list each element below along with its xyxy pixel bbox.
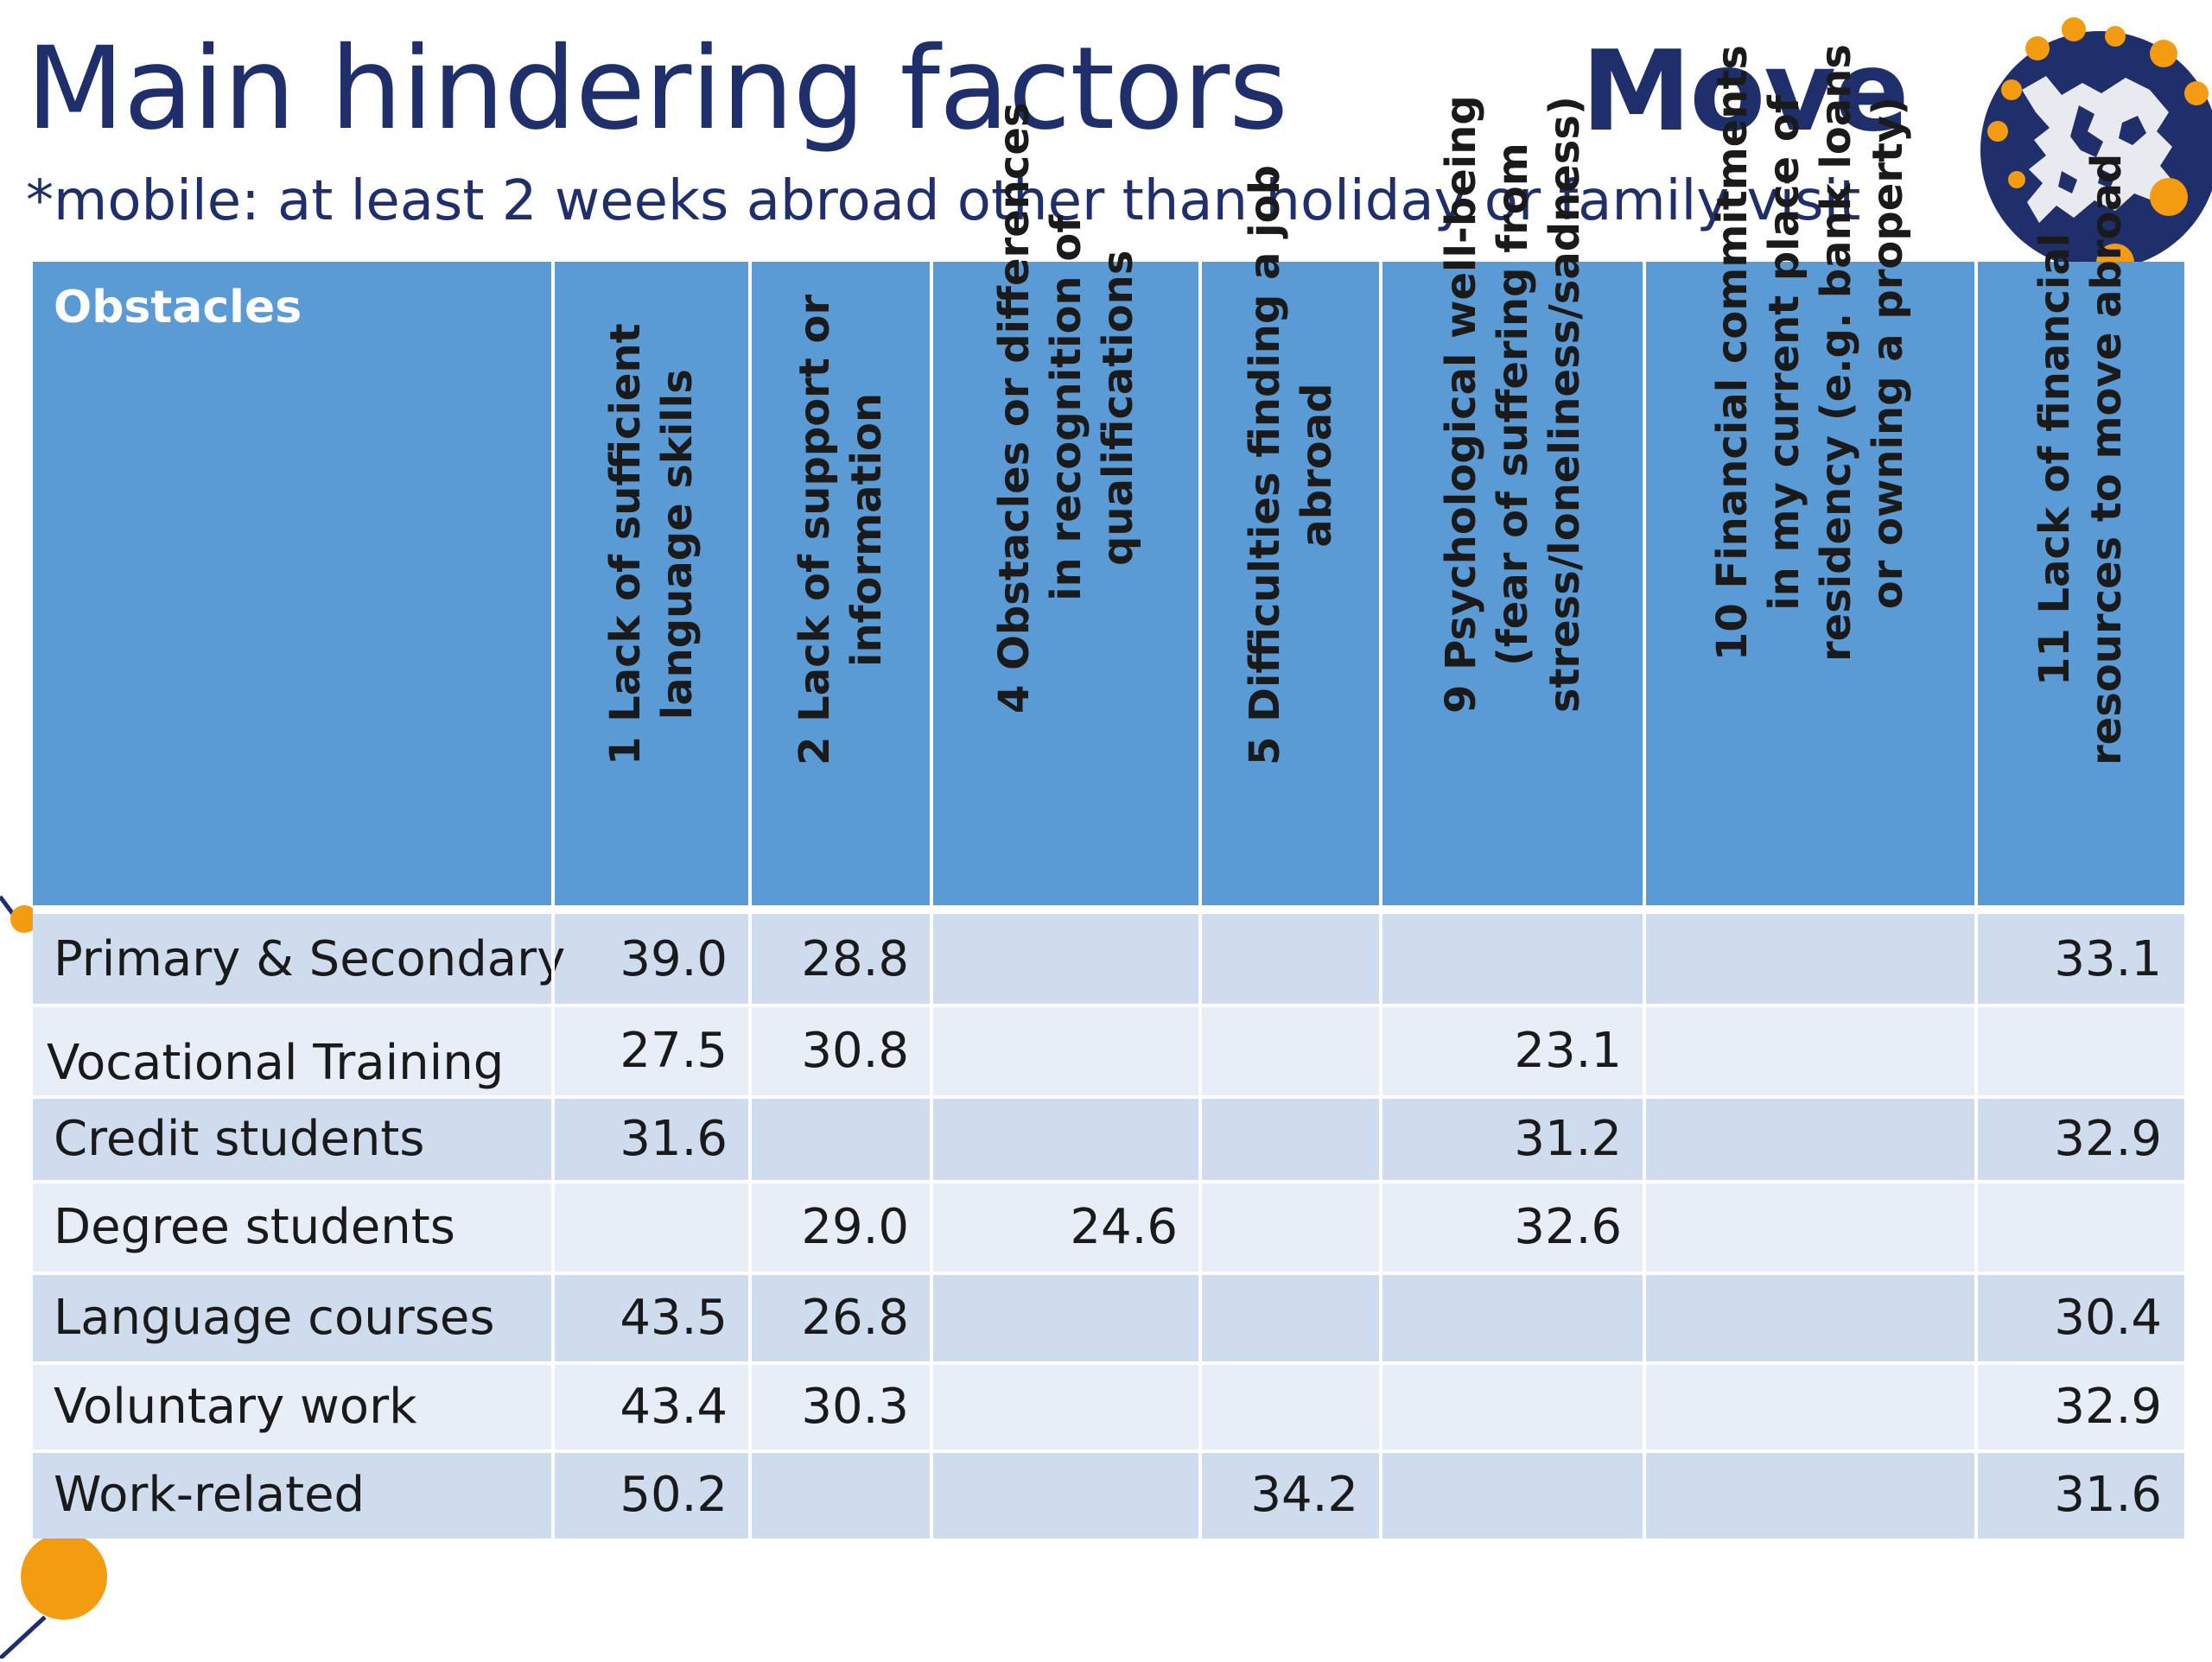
table-cell [1644, 1363, 1976, 1451]
table-cell [1200, 1182, 1381, 1273]
row-divider [33, 1361, 2184, 1365]
table-cell [1381, 914, 1644, 1005]
table-cell [1381, 1273, 1644, 1363]
table-cell [1200, 1005, 1381, 1097]
column-header-label: 9 Psychological well-being (fear of suff… [1436, 95, 1589, 714]
row-label: Voluntary work [54, 1379, 417, 1435]
table-cell: 32.9 [2054, 1379, 2162, 1435]
row-label: Language courses [54, 1290, 495, 1346]
row-label: Primary & Secondary [54, 931, 566, 987]
table-cell: 28.8 [801, 931, 909, 987]
header-obstacles: Obstacles [33, 262, 553, 905]
table-cell: 31.6 [2054, 1466, 2162, 1523]
table-cell [1976, 1005, 2184, 1097]
table-cell: 30.4 [2054, 1290, 2162, 1346]
column-divider [1198, 262, 1202, 1538]
column-header: 11 Lack of financial resources to move a… [1976, 154, 2184, 905]
column-header: 4 Obstacles or differences in recognitio… [931, 102, 1200, 905]
table-row [33, 1182, 2184, 1273]
table-cell [1381, 1451, 1644, 1538]
table-cell: 31.2 [1514, 1111, 1622, 1167]
table-cell: 31.6 [620, 1111, 728, 1167]
table-cell: 26.8 [801, 1290, 909, 1346]
column-divider [1974, 262, 1978, 1538]
column-header-label: 1 Lack of sufficient language skills [601, 323, 702, 765]
column-header-label: 5 Difficulties finding a job abroad [1240, 165, 1341, 765]
logo-text: Move [1581, 28, 1908, 156]
column-header: 1 Lack of sufficient language skills [553, 262, 750, 905]
table-cell: 33.1 [2054, 931, 2162, 987]
column-divider [748, 262, 752, 1538]
table-cell [1644, 1097, 1976, 1182]
table-cell [1200, 1363, 1381, 1451]
table-row [33, 1005, 2184, 1097]
table-cell: 34.2 [1250, 1466, 1358, 1523]
column-header-label: 2 Lack of support or information [791, 294, 891, 765]
table-cell: 39.0 [620, 931, 728, 987]
column-header: 5 Difficulties finding a job abroad [1200, 165, 1381, 905]
table-cell: 27.5 [620, 1023, 728, 1079]
table-cell: 32.6 [1514, 1199, 1622, 1255]
table-cell: 30.8 [801, 1023, 909, 1079]
page-title: Main hindering factors [26, 22, 1288, 155]
table-cell: 43.4 [620, 1379, 728, 1435]
column-divider [1379, 262, 1382, 1538]
table-cell [1644, 1451, 1976, 1538]
column-header: 10 Financial commitments in my current p… [1644, 44, 1976, 905]
column-header-label: 11 Lack of financial resources to move a… [2030, 153, 2131, 765]
column-divider [930, 262, 933, 1538]
table-cell: 24.6 [1070, 1199, 1178, 1255]
table-cell [553, 1182, 750, 1273]
table-cell [1200, 914, 1381, 1005]
table-cell [931, 1273, 1200, 1363]
row-divider [33, 1095, 2184, 1099]
move-logo: Move [1573, 10, 2212, 282]
table-cell [931, 1097, 1200, 1182]
table-cell: 30.3 [801, 1379, 909, 1435]
table-cell: 43.5 [620, 1290, 728, 1346]
table-cell [931, 1363, 1200, 1451]
table-cell: 23.1 [1514, 1023, 1622, 1079]
table-cell: 32.9 [2054, 1111, 2162, 1167]
row-divider [33, 1272, 2184, 1275]
europe-globe-icon [1980, 17, 2212, 282]
obstacles-table: Obstacles 1 Lack of sufficient language … [33, 44, 2184, 1538]
table-row [33, 1097, 2184, 1182]
table-cell [1381, 1363, 1644, 1451]
decorative-orbit-graphic [0, 881, 121, 1660]
table-cell [931, 1451, 1200, 1538]
table-row [33, 914, 2184, 1005]
column-header: 2 Lack of support or information [750, 262, 931, 905]
row-divider [33, 1180, 2184, 1183]
table-cell [1644, 1273, 1976, 1363]
table-cell [1644, 914, 1976, 1005]
table-row [33, 1363, 2184, 1451]
column-divider [551, 262, 555, 1538]
row-label: Credit students [54, 1111, 425, 1167]
table-row [33, 1451, 2184, 1538]
table-cell [750, 1451, 931, 1538]
table-cell [1200, 1097, 1381, 1182]
column-header: 9 Psychological well-being (fear of suff… [1381, 95, 1644, 905]
column-header-label: 4 Obstacles or differences in recognitio… [989, 102, 1142, 714]
row-divider [33, 905, 2184, 914]
table-cell [1200, 1273, 1381, 1363]
table-cell [1976, 1182, 2184, 1273]
row-label: Vocational Training [47, 1035, 505, 1091]
table-cell: 29.0 [801, 1199, 909, 1255]
table-cell [1644, 1182, 1976, 1273]
table-row [33, 1273, 2184, 1363]
table-cell: 50.2 [620, 1466, 728, 1523]
table-cell [931, 914, 1200, 1005]
column-header-label: 10 Financial commitments in my current p… [1708, 44, 1912, 662]
row-label: Degree students [54, 1199, 455, 1255]
column-divider [1643, 262, 1646, 1538]
row-divider [33, 1004, 2184, 1007]
table-cell [750, 1097, 931, 1182]
row-divider [33, 1449, 2184, 1453]
table-cell [1644, 1005, 1976, 1097]
page-subtitle: *mobile: at least 2 weeks abroad other t… [26, 169, 1861, 233]
row-label: Work-related [54, 1466, 365, 1523]
table-cell [931, 1005, 1200, 1097]
